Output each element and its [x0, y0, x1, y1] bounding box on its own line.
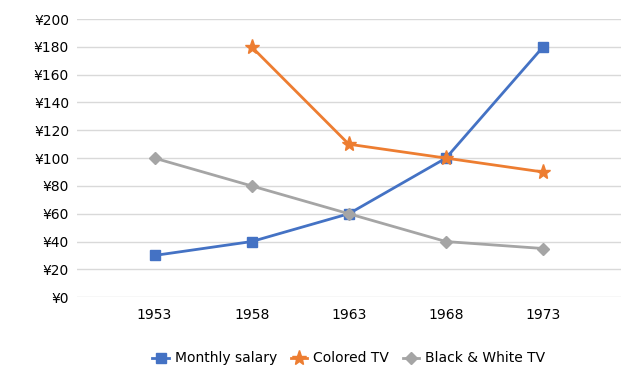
Colored TV: [345, 142, 353, 147]
Monthly salary: [248, 239, 255, 244]
Line: Monthly salary: Monthly salary: [150, 42, 548, 260]
Line: Black & White TV: Black & White TV: [150, 154, 547, 253]
Colored TV: [442, 156, 450, 160]
Monthly salary: [345, 211, 353, 216]
Monthly salary: [150, 253, 158, 258]
Black & White TV: [345, 211, 353, 216]
Monthly salary: [540, 45, 547, 49]
Line: Colored TV: Colored TV: [244, 39, 551, 180]
Black & White TV: [150, 156, 158, 160]
Monthly salary: [442, 156, 450, 160]
Black & White TV: [540, 246, 547, 251]
Black & White TV: [442, 239, 450, 244]
Colored TV: [540, 170, 547, 174]
Colored TV: [248, 45, 255, 49]
Legend: Monthly salary, Colored TV, Black & White TV: Monthly salary, Colored TV, Black & Whit…: [147, 346, 550, 371]
Black & White TV: [248, 184, 255, 188]
